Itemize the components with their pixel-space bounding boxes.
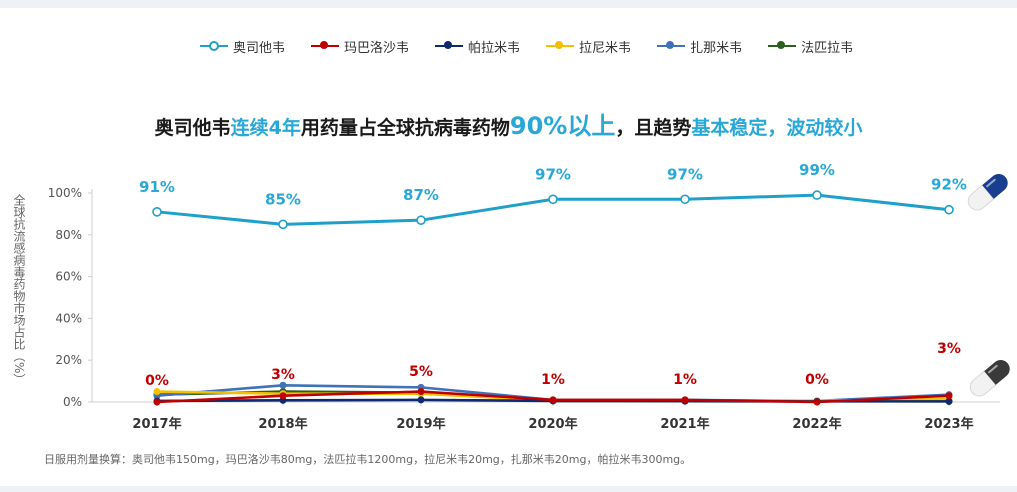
data-point	[153, 398, 161, 406]
x-tick-label: 2020年	[528, 416, 577, 432]
legend-item: 拉尼米韦	[546, 37, 631, 56]
data-point	[681, 396, 689, 404]
capsule-dark-icon-half	[969, 370, 997, 397]
legend-swatch	[200, 40, 228, 52]
chart-title-part: 奥司他韦	[154, 117, 231, 139]
data-point	[152, 207, 162, 217]
data-point	[945, 392, 953, 400]
data-point	[945, 397, 953, 405]
data-point	[549, 396, 557, 404]
data-point	[813, 398, 821, 406]
data-label: 97%	[667, 165, 703, 183]
data-point	[680, 194, 690, 205]
x-tick-label: 2019年	[396, 416, 445, 432]
legend-label: 法匹拉韦	[801, 40, 854, 56]
legend-label: 奥司他韦	[233, 40, 286, 56]
legend-item: 法匹拉韦	[768, 37, 853, 56]
chart-title-part: 用药量占全球抗病毒药物	[300, 117, 510, 139]
capsule-blue-icon-shine	[986, 178, 996, 188]
chart-card	[0, 8, 1017, 486]
data-point	[417, 388, 425, 396]
x-tick-label: 2023年	[924, 416, 973, 432]
y-tick-label: 40%	[55, 311, 82, 325]
x-tick-label: 2018年	[258, 416, 307, 432]
legend-swatch	[311, 40, 340, 52]
legend-item: 扎那米韦	[657, 37, 742, 56]
data-label: 5%	[409, 364, 433, 380]
data-label: 0%	[145, 373, 169, 389]
capsule-dark-icon-half	[984, 360, 1010, 385]
x-tick-label: 2021年	[660, 416, 709, 432]
footnote: 日服用剂量换算：奥司他韦150mg，玛巴洛沙韦80mg，法匹拉韦1200mg，拉…	[44, 453, 692, 466]
data-point	[153, 388, 161, 396]
y-tick-label: 60%	[55, 270, 82, 284]
capsule-dark-icon-shine	[988, 364, 998, 374]
data-point	[417, 396, 425, 404]
legend-item: 奥司他韦	[200, 37, 285, 56]
chart-title-part: ，且趋势	[615, 117, 692, 139]
chart-title-part: 90%以上	[509, 112, 616, 140]
x-tick-label: 2022年	[792, 416, 841, 432]
y-axis-label: 全球抗流感病毒药物市场占比（%）	[12, 194, 26, 386]
data-label: 97%	[535, 165, 571, 183]
data-point	[279, 381, 287, 389]
capsule-blue-icon	[967, 174, 1008, 211]
data-label: 0%	[805, 372, 829, 388]
data-label: 99%	[799, 161, 835, 179]
data-label: 3%	[271, 367, 295, 383]
y-tick-label: 100%	[48, 186, 82, 200]
data-point	[548, 194, 558, 205]
legend-swatch	[435, 40, 464, 52]
data-point	[279, 392, 287, 400]
y-tick-label: 20%	[55, 353, 82, 367]
data-label: 1%	[673, 372, 697, 388]
top-strip	[0, 0, 1017, 8]
data-point	[416, 215, 426, 225]
data-point	[812, 190, 822, 200]
legend-label: 帕拉米韦	[468, 40, 521, 56]
legend-item: 玛巴洛沙韦	[311, 37, 409, 56]
legend-swatch	[768, 40, 797, 52]
legend-label: 玛巴洛沙韦	[344, 40, 410, 56]
data-point	[944, 204, 954, 215]
capsule-blue-icon-half	[982, 174, 1008, 199]
capsule-blue-icon-half	[967, 184, 995, 211]
chart-title: 奥司他韦连续4年用药量占全球抗病毒药物90%以上，且趋势基本稳定，波动较小	[0, 106, 1017, 141]
data-label: 92%	[931, 176, 967, 194]
data-label: 87%	[403, 186, 439, 204]
data-label: 91%	[139, 178, 175, 196]
data-label: 3%	[937, 341, 961, 357]
legend-swatch	[546, 40, 575, 52]
y-tick-label: 0%	[63, 395, 82, 409]
chart-title-part: 连续4年	[230, 117, 301, 139]
x-tick-label: 2017年	[132, 416, 181, 432]
legend-label: 扎那米韦	[690, 40, 743, 56]
chart-title-part: 基本稳定，波动较小	[691, 117, 863, 139]
data-point	[278, 219, 288, 230]
legend-item: 帕拉米韦	[435, 37, 520, 56]
capsule-dark-icon	[969, 360, 1010, 397]
data-label: 1%	[541, 372, 565, 388]
legend-label: 拉尼米韦	[579, 40, 632, 56]
data-label: 85%	[265, 190, 301, 208]
legend-swatch	[657, 40, 686, 52]
y-tick-label: 80%	[55, 228, 82, 242]
chart-legend: 奥司他韦 玛巴洛沙韦 帕拉米韦 拉尼米韦 扎那米韦 法匹拉韦	[200, 36, 853, 56]
